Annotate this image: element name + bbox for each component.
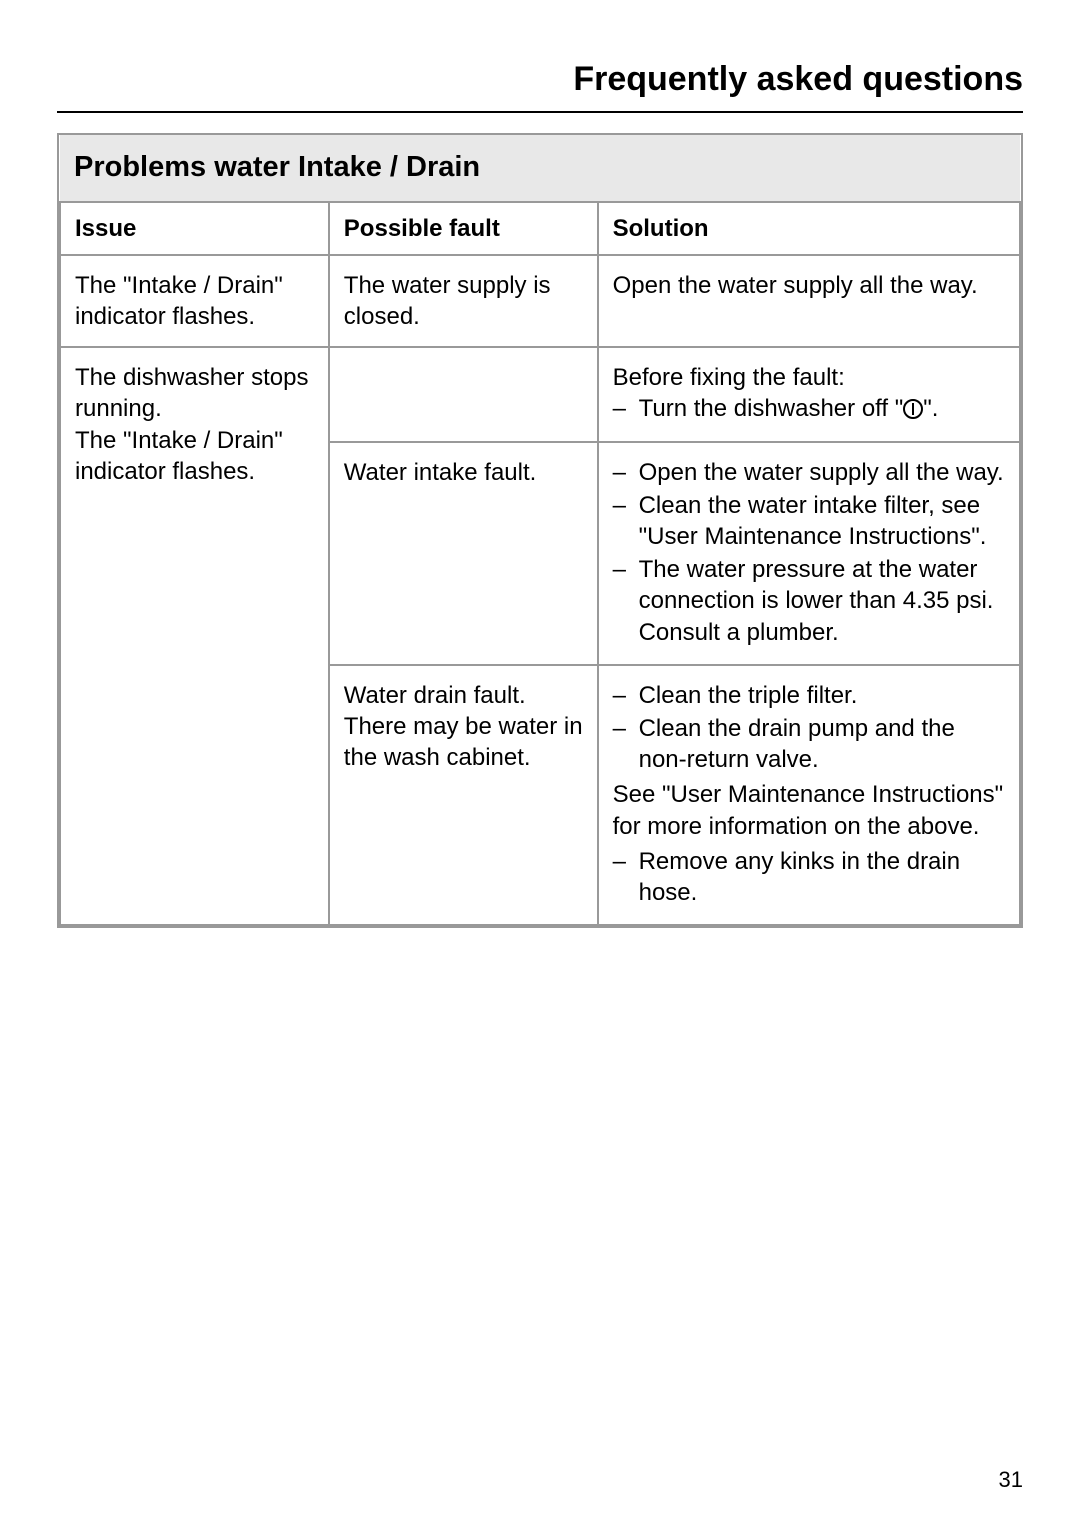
solution-list: Turn the dishwasher off " ".: [613, 393, 1005, 424]
table-header-row: Issue Possible fault Solution: [60, 202, 1020, 255]
solution-intro: Before fixing the fault:: [613, 362, 1005, 393]
page-number: 31: [999, 1467, 1023, 1493]
issue-cell: The "Intake / Drain" indicator flashes.: [60, 255, 329, 347]
fault-cell: Water drain fault. There may be water in…: [329, 665, 598, 925]
solution-cell: Clean the triple filter. Clean the drain…: [598, 665, 1020, 925]
col-header-issue: Issue: [60, 202, 329, 255]
page: Frequently asked questions Problems wate…: [0, 0, 1080, 1529]
section-heading: Problems water Intake / Drain: [74, 149, 1006, 187]
faq-section: Problems water Intake / Drain Issue Poss…: [57, 133, 1023, 928]
title-rule: [57, 111, 1023, 113]
solution-text: ".: [923, 395, 938, 422]
fault-cell: The water supply is closed.: [329, 255, 598, 347]
solution-list: Clean the triple filter. Clean the drain…: [613, 680, 1005, 776]
solution-item: Clean the water intake filter, see "User…: [613, 490, 1005, 552]
solution-item: Remove any kinks in the drain hose.: [613, 846, 1005, 908]
faq-table: Problems water Intake / Drain Issue Poss…: [59, 135, 1021, 926]
solution-item: Open the water supply all the way.: [613, 457, 1005, 488]
table-row: The "Intake / Drain" indicator flashes. …: [60, 255, 1020, 347]
solution-list: Open the water supply all the way. Clean…: [613, 457, 1005, 648]
solution-cell: Open the water supply all the way. Clean…: [598, 442, 1020, 665]
issue-cell: The dishwasher stops running. The "Intak…: [60, 347, 329, 925]
table-row: The dishwasher stops running. The "Intak…: [60, 347, 1020, 441]
solution-cell: Before fixing the fault: Turn the dishwa…: [598, 347, 1020, 441]
section-heading-row: Problems water Intake / Drain: [60, 135, 1020, 202]
col-header-solution: Solution: [598, 202, 1020, 255]
solution-note: See "User Maintenance Instructions" for …: [613, 779, 1005, 841]
page-title: Frequently asked questions: [57, 60, 1023, 99]
solution-item: Clean the drain pump and the non-return …: [613, 713, 1005, 775]
power-icon: [903, 399, 923, 419]
solution-item: Clean the triple filter.: [613, 680, 1005, 711]
solution-text: Turn the dishwasher off ": [639, 395, 904, 422]
solution-cell: Open the water supply all the way.: [598, 255, 1020, 347]
fault-cell: [329, 347, 598, 441]
solution-list: Remove any kinks in the drain hose.: [613, 846, 1005, 908]
solution-item: Turn the dishwasher off " ".: [613, 393, 1005, 424]
col-header-fault: Possible fault: [329, 202, 598, 255]
solution-item: The water pressure at the water connecti…: [613, 554, 1005, 648]
fault-cell: Water intake fault.: [329, 442, 598, 665]
